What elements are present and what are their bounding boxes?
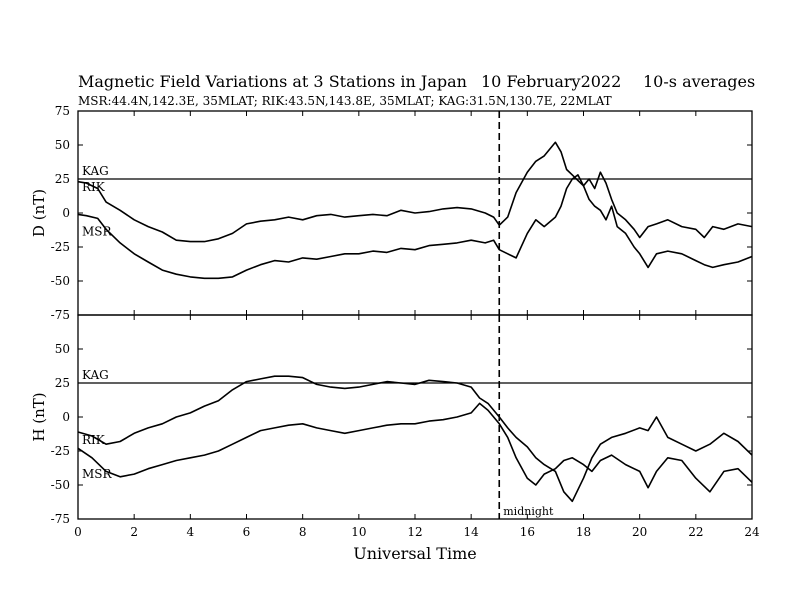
bottom-panel-ytick-label: -50 <box>51 478 70 492</box>
chart-title: Magnetic Field Variations at 3 Stations … <box>78 72 467 91</box>
x-tick-label: 22 <box>688 525 703 539</box>
top-panel-label-kag: KAG <box>82 164 109 178</box>
top-panel-ytick-label: -75 <box>51 308 70 322</box>
bottom-panel-ytick-label: 50 <box>55 342 70 356</box>
top-panel-series-msr <box>77 174 753 280</box>
x-axis-label: Universal Time <box>353 544 476 563</box>
x-tick-label: 16 <box>520 525 535 539</box>
x-tick-label: 10 <box>351 525 366 539</box>
bottom-panel-ytick-label: 0 <box>62 410 70 424</box>
x-tick-label: 8 <box>299 525 307 539</box>
top-panel-ytick-label: 50 <box>55 138 70 152</box>
x-tick-label: 12 <box>407 525 422 539</box>
bottom-panel-ytick-label: -25 <box>51 444 70 458</box>
x-tick-label: 18 <box>576 525 591 539</box>
x-tick-label: 2 <box>130 525 138 539</box>
top-panel-ytick-label: -50 <box>51 274 70 288</box>
stations-subtitle: MSR:44.4N,142.3E, 35MLAT; RIK:43.5N,143.… <box>78 94 612 108</box>
bottom-panel-ylabel: H (nT) <box>30 392 48 441</box>
chart-date: 10 February2022 <box>481 72 622 91</box>
top-panel-label-rik: RIK <box>82 180 106 194</box>
top-panel-series-rik <box>77 141 753 243</box>
top-panel-ytick-label: -25 <box>51 240 70 254</box>
x-tick-label: 24 <box>744 525 760 539</box>
bottom-panel-label-kag: KAG <box>82 368 109 382</box>
bottom-panel-label-rik: RIK <box>82 433 106 447</box>
chart-averaging: 10-s averages <box>643 72 756 91</box>
title-row: Magnetic Field Variations at 3 Stations … <box>78 72 778 92</box>
top-panel-label-msr: MSR <box>82 225 113 239</box>
x-tick-label: 14 <box>464 525 480 539</box>
bottom-panel-ytick-label: 25 <box>55 376 70 390</box>
bottom-panel-label-msr: MSR <box>82 467 113 481</box>
midnight-label: midnight <box>503 505 554 518</box>
bottom-panel-series-msr <box>77 402 753 493</box>
top-panel-ytick-label: 75 <box>55 104 70 118</box>
x-tick-label: 20 <box>632 525 647 539</box>
top-panel-ytick-label: 25 <box>55 172 70 186</box>
x-tick-label: 4 <box>187 525 195 539</box>
top-panel-ytick-label: 0 <box>62 206 70 220</box>
bottom-panel-ytick-label: -75 <box>51 512 70 526</box>
x-tick-label: 0 <box>74 525 82 539</box>
x-tick-label: 6 <box>243 525 251 539</box>
top-panel-ylabel: D (nT) <box>30 189 48 237</box>
bottom-panel-series-rik <box>77 375 753 503</box>
